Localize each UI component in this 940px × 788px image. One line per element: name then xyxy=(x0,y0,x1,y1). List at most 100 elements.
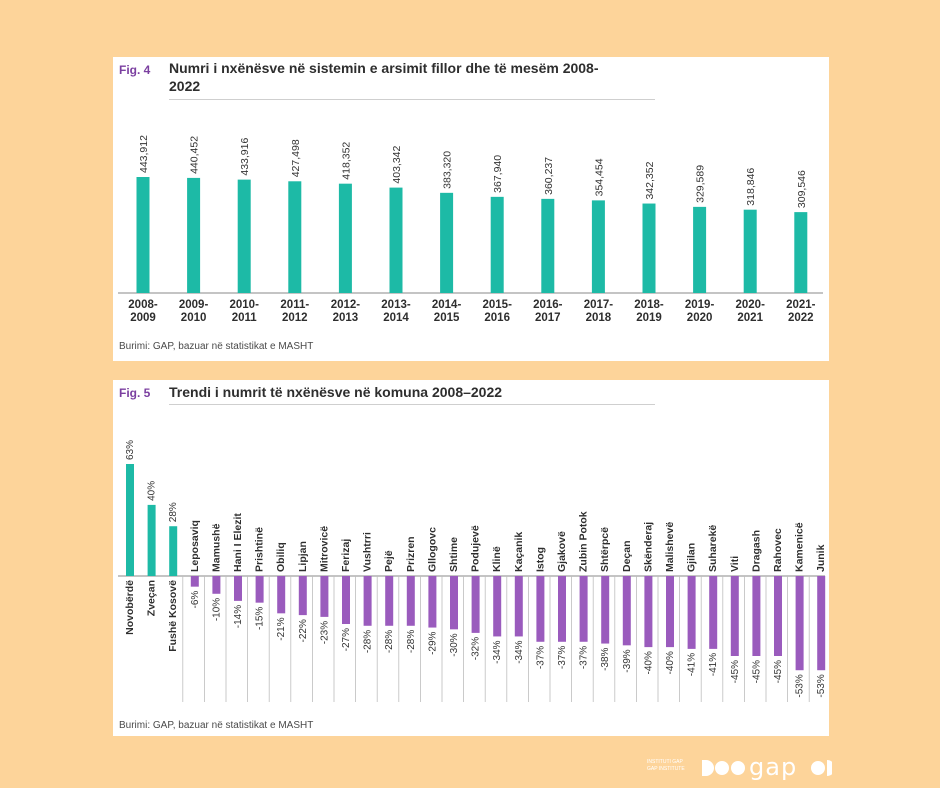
fig5-bar xyxy=(298,576,307,616)
fig5-value-label: -53% xyxy=(795,674,806,697)
fig4-category-label: 2009-2010 xyxy=(179,299,209,324)
fig4-category-label: 2013-2014 xyxy=(381,299,411,324)
fig5-panel: Fig. 5 Trendi i numrit të nxënësve në ko… xyxy=(113,380,829,736)
fig5-value-label: -41% xyxy=(708,653,719,676)
fig5-value-label: -6% xyxy=(190,591,201,609)
fig5-category-label: Pejë xyxy=(383,550,395,572)
fig5-bar xyxy=(385,576,394,626)
fig4-bar xyxy=(338,183,352,293)
fig4-category-label: 2008-2009 xyxy=(128,299,158,324)
fig4-category-label: 2011-2012 xyxy=(280,299,309,324)
fig4-panel: Fig. 4 Numri i nxënësve në sistemin e ar… xyxy=(113,57,829,361)
fig4-title-rule xyxy=(169,99,655,100)
fig5-bar xyxy=(126,464,134,576)
fig5-category-label: Rahovec xyxy=(772,528,784,572)
fig5-title: Trendi i numrit të nxënësve në komuna 20… xyxy=(169,384,503,400)
fig5-bar xyxy=(687,576,696,649)
fig5-value-label: -30% xyxy=(449,633,460,656)
fig5-bar xyxy=(536,576,545,642)
fig5-bar xyxy=(169,526,178,576)
fig4-category-label: 2014-2015 xyxy=(432,299,462,324)
gap-institute-logo: INSTITUTI GAP GAP INSTITUTE gap xyxy=(647,753,832,781)
fig5-value-label: -10% xyxy=(211,598,222,621)
fig5-bar xyxy=(709,576,718,649)
fig4-value-label: 309,546 xyxy=(796,170,808,208)
fig5-value-label: -34% xyxy=(514,640,525,663)
fig5-value-label: -37% xyxy=(557,646,568,669)
fig5-value-label: -37% xyxy=(535,646,546,669)
fig5-bar xyxy=(277,576,286,614)
fig4-value-label: 443,912 xyxy=(138,135,150,173)
fig5-bar xyxy=(752,576,761,656)
fig4-value-label: 318,846 xyxy=(745,168,757,206)
fig4-title: Numri i nxënësve në sistemin e arsimit f… xyxy=(169,59,769,95)
fig5-value-label: -37% xyxy=(579,646,590,669)
fig5-category-label: Prishtinë xyxy=(254,527,266,572)
fig5-value-label: -27% xyxy=(341,628,352,651)
fig5-category-label: Lipjan xyxy=(297,541,309,572)
fig4-value-label: 440,452 xyxy=(189,136,201,174)
fig5-bar xyxy=(190,576,199,587)
fig5-value-label: 28% xyxy=(168,502,179,522)
logo-small-line1: INSTITUTI GAP xyxy=(647,759,683,765)
logo-wordmark: gap xyxy=(749,753,798,781)
fig4-value-label: 383,320 xyxy=(442,151,454,189)
fig4-category-label: 2018-2019 xyxy=(634,299,664,324)
fig5-value-label: -38% xyxy=(600,647,611,670)
fig5-category-label: Hani I Elezit xyxy=(232,513,244,572)
fig5-bar xyxy=(774,576,782,656)
fig4-bar xyxy=(693,206,707,293)
fig5-bar xyxy=(601,576,610,644)
fig5-category-label: Obiliq xyxy=(275,542,287,572)
fig5-bar xyxy=(666,576,674,648)
fig5-category-label: Shtërpcë xyxy=(599,527,611,572)
fig5-bar xyxy=(644,576,653,648)
fig5-value-label: -14% xyxy=(233,605,244,628)
fig5-value-label: -22% xyxy=(298,619,309,642)
fig5-category-label: Gjakovë xyxy=(556,531,568,572)
fig5-bar xyxy=(493,576,502,637)
fig5-category-label: Prizren xyxy=(405,536,417,572)
fig5-value-label: -28% xyxy=(406,630,417,653)
fig5-value-label: -32% xyxy=(471,637,482,660)
fig5-value-label: -28% xyxy=(363,630,374,653)
fig5-value-label: -40% xyxy=(665,651,676,674)
fig4-bar xyxy=(490,196,504,293)
fig5-value-label: -45% xyxy=(730,660,741,683)
fig5-category-label: Novobërdë xyxy=(124,580,136,635)
fig5-value-label: -28% xyxy=(384,630,395,653)
fig4-category-label: 2021-2022 xyxy=(786,299,816,324)
fig4-value-label: 403,342 xyxy=(391,145,403,183)
fig4-value-label: 427,498 xyxy=(290,139,302,177)
fig4-bar xyxy=(541,198,555,293)
fig4-value-label: 418,352 xyxy=(340,142,352,180)
fig5-category-label: Mamushë xyxy=(210,523,222,572)
fig5-value-label: -45% xyxy=(751,660,762,683)
fig5-value-label: -29% xyxy=(427,631,438,654)
fig4-title-line2: 2022 xyxy=(169,78,201,94)
fig4-category-label: 2019-2020 xyxy=(685,299,715,324)
fig5-category-label: Leposaviq xyxy=(189,520,201,572)
fig5-category-label: Podujevë xyxy=(470,525,482,572)
fig4-source: Burimi: GAP, bazuar në statistikat e MAS… xyxy=(119,341,314,352)
fig5-source: Burimi: GAP, bazuar në statistikat e MAS… xyxy=(119,720,314,731)
fig5-category-label: Gllogovc xyxy=(426,527,438,572)
fig5-category-label: Deçan xyxy=(621,540,633,572)
fig5-bar xyxy=(255,576,264,603)
logo-mark-icon xyxy=(702,760,832,776)
fig4-tag: Fig. 4 xyxy=(119,63,151,77)
fig5-category-label: Junik xyxy=(815,544,827,572)
fig5-value-label: -41% xyxy=(687,653,698,676)
fig5-bar xyxy=(234,576,242,601)
fig4-bar xyxy=(794,212,808,293)
fig4-bar xyxy=(591,200,605,293)
fig5-category-label: Klinë xyxy=(491,546,503,572)
fig4-value-label: 329,589 xyxy=(695,165,707,203)
fig5-bar xyxy=(320,576,329,617)
fig5-category-label: Viti xyxy=(729,556,741,572)
fig5-bar xyxy=(147,504,156,576)
fig4-category-label: 2016-2017 xyxy=(533,299,563,324)
fig5-value-label: -23% xyxy=(319,621,330,644)
fig5-category-label: Skënderaj xyxy=(642,522,654,572)
fig4-bar xyxy=(187,177,201,293)
